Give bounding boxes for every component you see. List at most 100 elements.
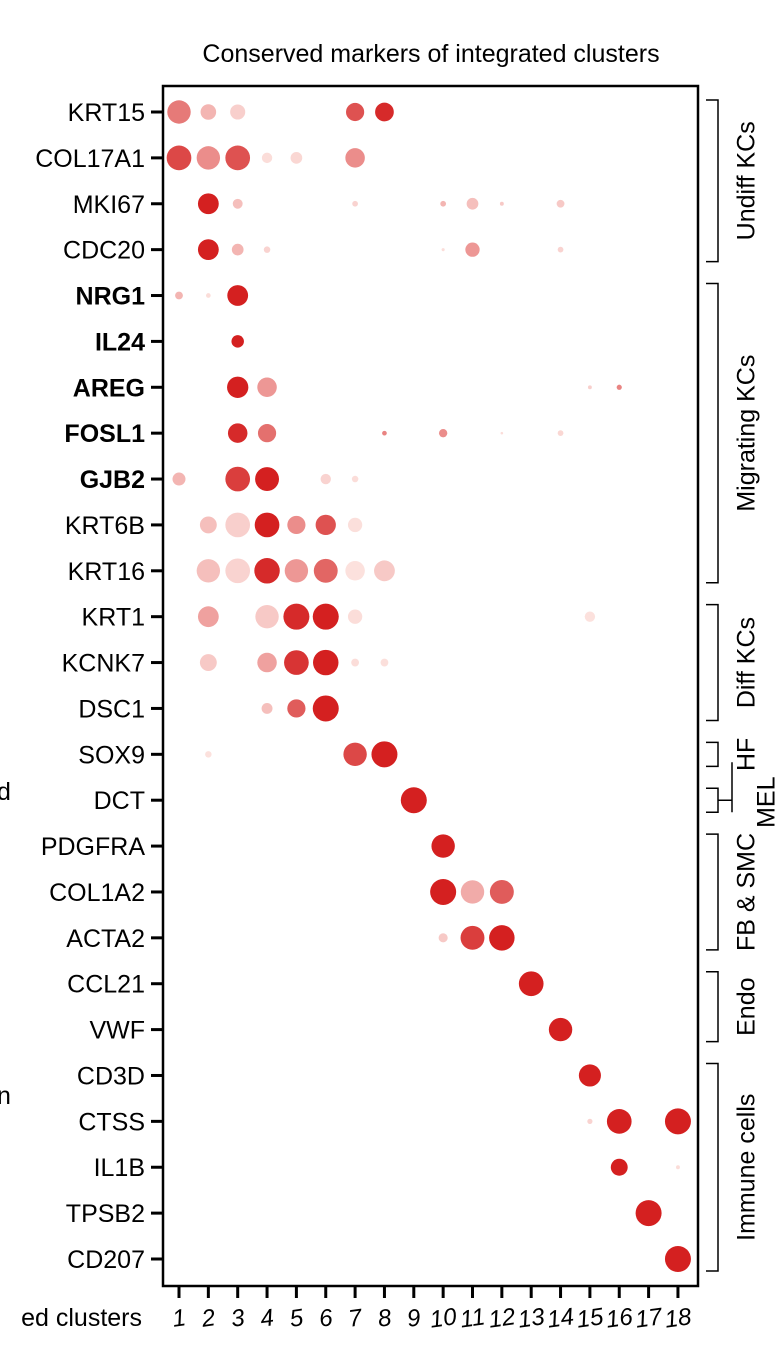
group-bracket (706, 282, 719, 584)
cluster-label: 18 (663, 1303, 694, 1334)
dot-krt15-cluster-1 (167, 100, 191, 124)
gene-label: DSC1 (78, 695, 145, 723)
dot-cdc20-cluster-2 (197, 239, 219, 261)
dot-il1b-cluster-18 (676, 1165, 680, 1170)
dot-tpsb2-cluster-17 (635, 1200, 662, 1227)
dot-krt6b-cluster-7 (347, 517, 363, 533)
group-bracket (706, 787, 719, 813)
dot-ctss-cluster-18 (664, 1108, 691, 1135)
dot-fosl1-cluster-12 (500, 431, 504, 435)
dot-krt15-cluster-8 (375, 102, 394, 122)
dot-vwf-cluster-14 (548, 1017, 573, 1042)
dot-cdc20-cluster-3 (231, 243, 244, 256)
gene-label: SOX9 (78, 741, 145, 769)
dot-ctss-cluster-15 (587, 1118, 593, 1124)
gene-label: IL24 (95, 328, 145, 356)
dot-krt16-cluster-8 (374, 560, 395, 582)
dot-col17a1-cluster-4 (261, 152, 273, 164)
dot-col17a1-cluster-5 (290, 152, 303, 164)
dot-sox9-cluster-8 (371, 741, 398, 768)
cluster-label: 17 (634, 1303, 666, 1334)
dot-areg-cluster-3 (227, 376, 249, 398)
dot-sox9-cluster-7 (343, 742, 367, 767)
dot-pdgfra-cluster-10 (431, 834, 455, 858)
dot-cd3d-cluster-15 (578, 1064, 601, 1087)
dot-krt1-cluster-15 (584, 611, 596, 622)
dot-fosl1-cluster-8 (382, 430, 387, 436)
dot-col17a1-cluster-7 (345, 148, 365, 168)
group-label-migrating-kcs: Migrating KCs (733, 355, 761, 512)
group-label-endo: Endo (733, 977, 761, 1035)
dot-acta2-cluster-10 (438, 933, 448, 943)
dot-krt16-cluster-4 (254, 558, 280, 584)
group-bracket (706, 741, 719, 768)
group-label-immune-cells: Immune cells (733, 1094, 761, 1241)
gene-label: CD207 (67, 1246, 145, 1274)
dot-kcnk7-cluster-4 (257, 652, 277, 673)
dot-kcnk7-cluster-7 (351, 658, 359, 667)
dot-ctss-cluster-16 (606, 1109, 632, 1134)
cluster-label: 13 (516, 1303, 547, 1334)
dot-krt16-cluster-3 (225, 558, 251, 584)
dot-il1b-cluster-16 (610, 1158, 628, 1176)
gene-label: NRG1 (76, 283, 146, 311)
dot-krt15-cluster-2 (200, 104, 217, 120)
dot-ccl21-cluster-13 (518, 971, 544, 997)
gene-label: KCNK7 (62, 650, 145, 678)
dot-col1a2-cluster-10 (430, 878, 457, 905)
dot-krt16-cluster-7 (345, 561, 365, 581)
dot-krt16-cluster-5 (284, 559, 309, 583)
cluster-labels: 1 2 3 4 5 6 7 8 9 10 11 12 13 14 15 16 17 18 (171, 1286, 694, 1334)
dot-fosl1-cluster-4 (257, 424, 277, 443)
cluster-label: 15 (575, 1303, 606, 1334)
dot-mki67-cluster-2 (197, 193, 219, 215)
dot-mki67-cluster-10 (440, 200, 447, 207)
dot-kcnk7-cluster-5 (284, 650, 309, 675)
dot-kcnk7-cluster-6 (313, 649, 339, 676)
gene-label: KRT15 (68, 99, 145, 127)
dot-krt6b-cluster-2 (199, 516, 217, 534)
dot-dsc1-cluster-6 (312, 695, 339, 722)
dot-krt15-cluster-3 (230, 104, 246, 120)
gene-label: KRT1 (82, 604, 145, 632)
group-label-hf: HF (733, 738, 761, 771)
dot-gjb2-cluster-6 (320, 473, 331, 485)
dot-krt1-cluster-7 (347, 609, 363, 624)
group-bracket (706, 833, 719, 951)
gene-labels: KRT15 COL17A1 MKI67 CDC20 NRG1 IL24 AREG FOSL1 G… (35, 99, 163, 1274)
dot-kcnk7-cluster-8 (380, 658, 389, 667)
dot-cdc20-cluster-4 (263, 246, 271, 253)
group-bracket (706, 99, 719, 263)
dot-gjb2-cluster-4 (255, 467, 280, 492)
cluster-label: 10 (428, 1303, 459, 1334)
plot-frame (161, 84, 700, 1288)
dots-layer (166, 100, 691, 1272)
dot-krt6b-cluster-5 (287, 515, 306, 535)
dot-areg-cluster-15 (587, 385, 592, 390)
dot-nrg1-cluster-2 (206, 293, 211, 298)
dot-col17a1-cluster-1 (166, 145, 192, 171)
dot-dsc1-cluster-5 (287, 699, 306, 718)
dot-il24-cluster-3 (231, 335, 244, 348)
dot-areg-cluster-4 (257, 377, 277, 398)
gene-label: COL1A2 (49, 879, 145, 907)
dot-krt15-cluster-7 (346, 102, 365, 122)
cluster-label: 4 (259, 1304, 276, 1333)
group-label-diff-kcs: Diff KCs (733, 617, 761, 708)
dot-dsc1-cluster-4 (261, 702, 273, 714)
dot-gjb2-cluster-1 (172, 472, 186, 486)
gene-label: COL17A1 (35, 145, 145, 173)
dot-fosl1-cluster-10 (438, 429, 448, 438)
dot-fosl1-cluster-14 (557, 430, 564, 437)
dot-mki67-cluster-11 (466, 197, 479, 210)
dot-krt16-cluster-2 (196, 559, 221, 583)
chart-title: Conserved markers of integrated clusters (202, 40, 659, 68)
dot-krt1-cluster-6 (312, 603, 339, 630)
group-brackets: Undiff KCs Migrating KCs Diff KCs HF MEL FB &… (706, 99, 777, 1272)
cluster-label: 8 (376, 1304, 394, 1333)
dot-mki67-cluster-3 (232, 198, 243, 209)
dot-cdc20-cluster-11 (465, 242, 480, 257)
dot-areg-cluster-16 (616, 384, 622, 390)
group-bracket (706, 970, 719, 1043)
